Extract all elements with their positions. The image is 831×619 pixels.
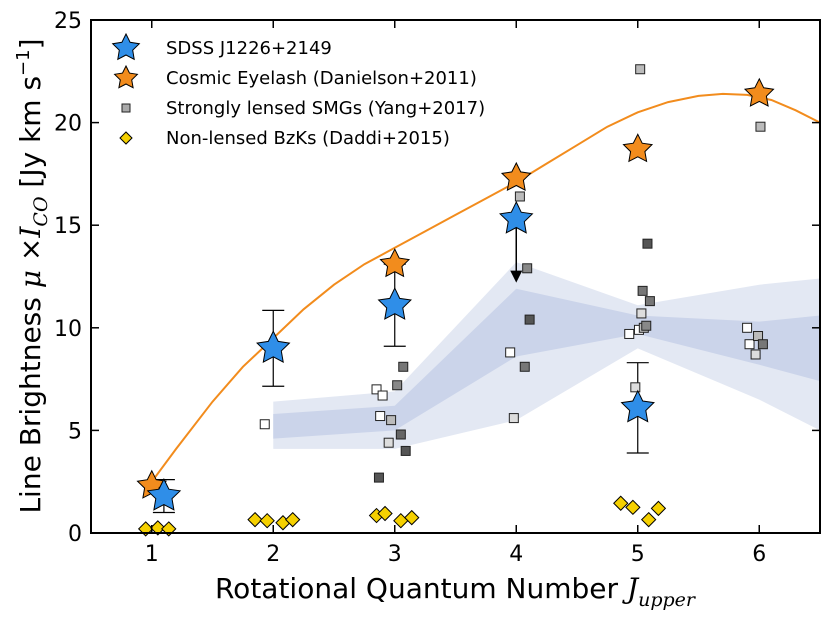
smg-point: [508, 413, 519, 424]
x-tick-label: 5: [631, 542, 645, 567]
y-tick-label: 15: [54, 214, 82, 239]
legend: SDSS J1226+2149 Cosmic Eyelash (Danielso…: [111, 32, 485, 149]
sdss-point: [377, 287, 412, 320]
bzk-point: [377, 505, 393, 522]
smg-point: [371, 384, 382, 395]
smg-point: [637, 285, 648, 296]
legend-marker-sdss: [111, 32, 141, 61]
smg-point: [383, 437, 394, 448]
smg-point: [624, 328, 635, 339]
x-tick-label: 3: [388, 542, 402, 567]
x-tick-label: 1: [145, 542, 159, 567]
smg-point: [377, 390, 388, 401]
y-axis-title-close: ]: [14, 38, 47, 49]
sdss-point: [146, 477, 182, 511]
sdss-point: [499, 200, 534, 234]
smg-point: [636, 308, 647, 319]
y-axis-title-exp: −1: [13, 49, 34, 76]
y-tick-label: 25: [54, 9, 82, 34]
smg-point: [375, 411, 386, 422]
smg-point: [514, 191, 525, 202]
smg-point: [392, 380, 403, 391]
x-tick-label: 4: [509, 542, 523, 567]
smg-point: [505, 347, 516, 358]
smg-point: [373, 472, 384, 483]
bzk-point: [640, 511, 657, 528]
smg-point: [757, 339, 768, 350]
smg-point: [519, 361, 530, 372]
y-tick-label: 10: [54, 317, 82, 342]
y-axis-title-times: ×: [14, 238, 47, 270]
y-axis-title: Line Brightness μ ×ICO [Jy km s−1]: [13, 38, 52, 513]
y-tick-label: 0: [68, 522, 82, 547]
smg-point: [386, 415, 397, 426]
smg-point: [259, 419, 270, 430]
band-inner: [273, 288, 820, 439]
smg-point: [395, 429, 406, 440]
sdss-point: [620, 389, 655, 423]
data-markers: [136, 64, 775, 537]
legend-label-eyelash: Cosmic Eyelash (Danielson+2011): [166, 68, 477, 89]
x-tick-label: 2: [266, 542, 280, 567]
smg-point: [753, 331, 764, 342]
plot-frame: [90, 19, 821, 534]
y-axis-title-sub: CO: [30, 196, 52, 227]
sdss-point: [256, 330, 291, 364]
axis-ticks: 1 2 3 4 5 6 0 5 10 15 20 25: [54, 9, 820, 567]
bzk-point: [150, 520, 166, 536]
smg-point: [630, 382, 641, 393]
legend-label-bzks: Non-lensed BzKs (Daddi+2015): [166, 128, 450, 149]
smg-point: [642, 238, 653, 249]
smg-point: [755, 121, 766, 132]
smg-point: [644, 296, 655, 307]
legend-marker-eyelash: [113, 64, 139, 89]
smg-point: [400, 445, 411, 456]
bzk-point: [284, 511, 301, 528]
legend-label-sdss: SDSS J1226+2149: [166, 38, 332, 59]
x-axis-title-sub: upper: [638, 589, 697, 611]
y-axis-title-mu: μ: [14, 270, 47, 288]
y-tick-label: 5: [68, 419, 82, 444]
legend-marker-bzks: [119, 131, 133, 145]
smg-point: [742, 322, 753, 333]
legend-markers: [111, 32, 141, 145]
smg-point: [524, 314, 535, 325]
y-axis-title-I: I: [14, 226, 47, 239]
smg-point: [744, 339, 755, 350]
smg-point: [522, 263, 533, 274]
y-tick-label: 20: [54, 112, 82, 137]
eyelash-point: [500, 161, 532, 192]
uncertainty-bands: [273, 262, 820, 449]
legend-label-smgs: Strongly lensed SMGs (Yang+2017): [166, 98, 485, 119]
smg-point: [750, 349, 761, 360]
smg-point: [398, 361, 409, 372]
bzk-point: [650, 500, 667, 517]
bzk-point: [625, 499, 641, 516]
bzk-point: [613, 495, 629, 511]
legend-marker-smgs: [121, 103, 131, 113]
smg-point: [635, 64, 646, 75]
bzk-point: [404, 509, 420, 526]
x-axis-title-math: J: [622, 572, 640, 605]
bzk-point: [259, 512, 275, 529]
upper-limit-arrow: [510, 270, 523, 283]
bzk-point: [393, 512, 409, 529]
smg-point: [641, 320, 652, 331]
x-axis-title: Rotational Quantum Number Jupper: [215, 572, 697, 611]
y-axis-title-units: [Jy km s: [14, 76, 47, 197]
eyelash-point: [379, 248, 411, 278]
eyelash-point: [743, 77, 775, 107]
x-tick-label: 6: [752, 542, 766, 567]
bzk-point: [247, 511, 263, 528]
eyelash-point: [622, 133, 654, 163]
